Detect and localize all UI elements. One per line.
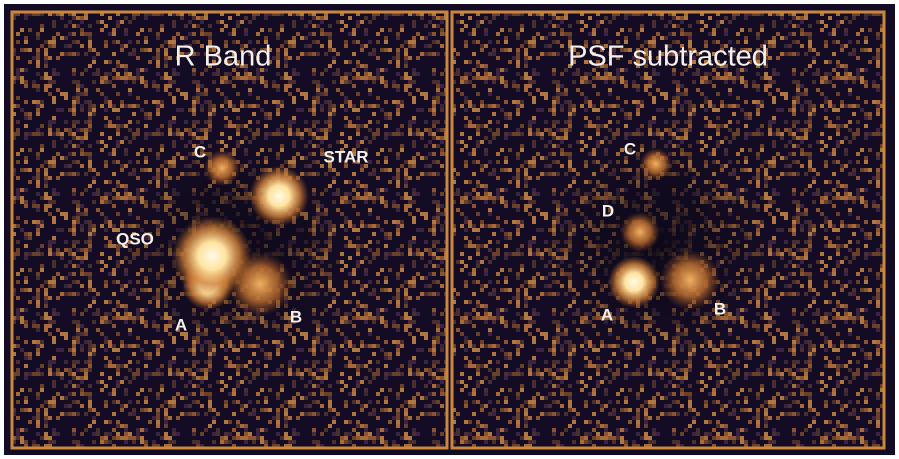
- source-label: STAR: [323, 147, 368, 166]
- source-label: C: [624, 139, 636, 158]
- source-label: C: [194, 142, 206, 161]
- panel-title: PSF subtracted: [568, 41, 768, 73]
- source-label: B: [714, 299, 726, 318]
- source-label: A: [601, 305, 613, 324]
- sources-right: [545, 140, 765, 350]
- source-label: B: [290, 307, 302, 326]
- source-label: D: [602, 201, 614, 220]
- source-label: QSO: [116, 229, 154, 248]
- panel-title: R Band: [175, 41, 272, 73]
- source-label: A: [175, 315, 187, 334]
- sources-left: [125, 145, 345, 345]
